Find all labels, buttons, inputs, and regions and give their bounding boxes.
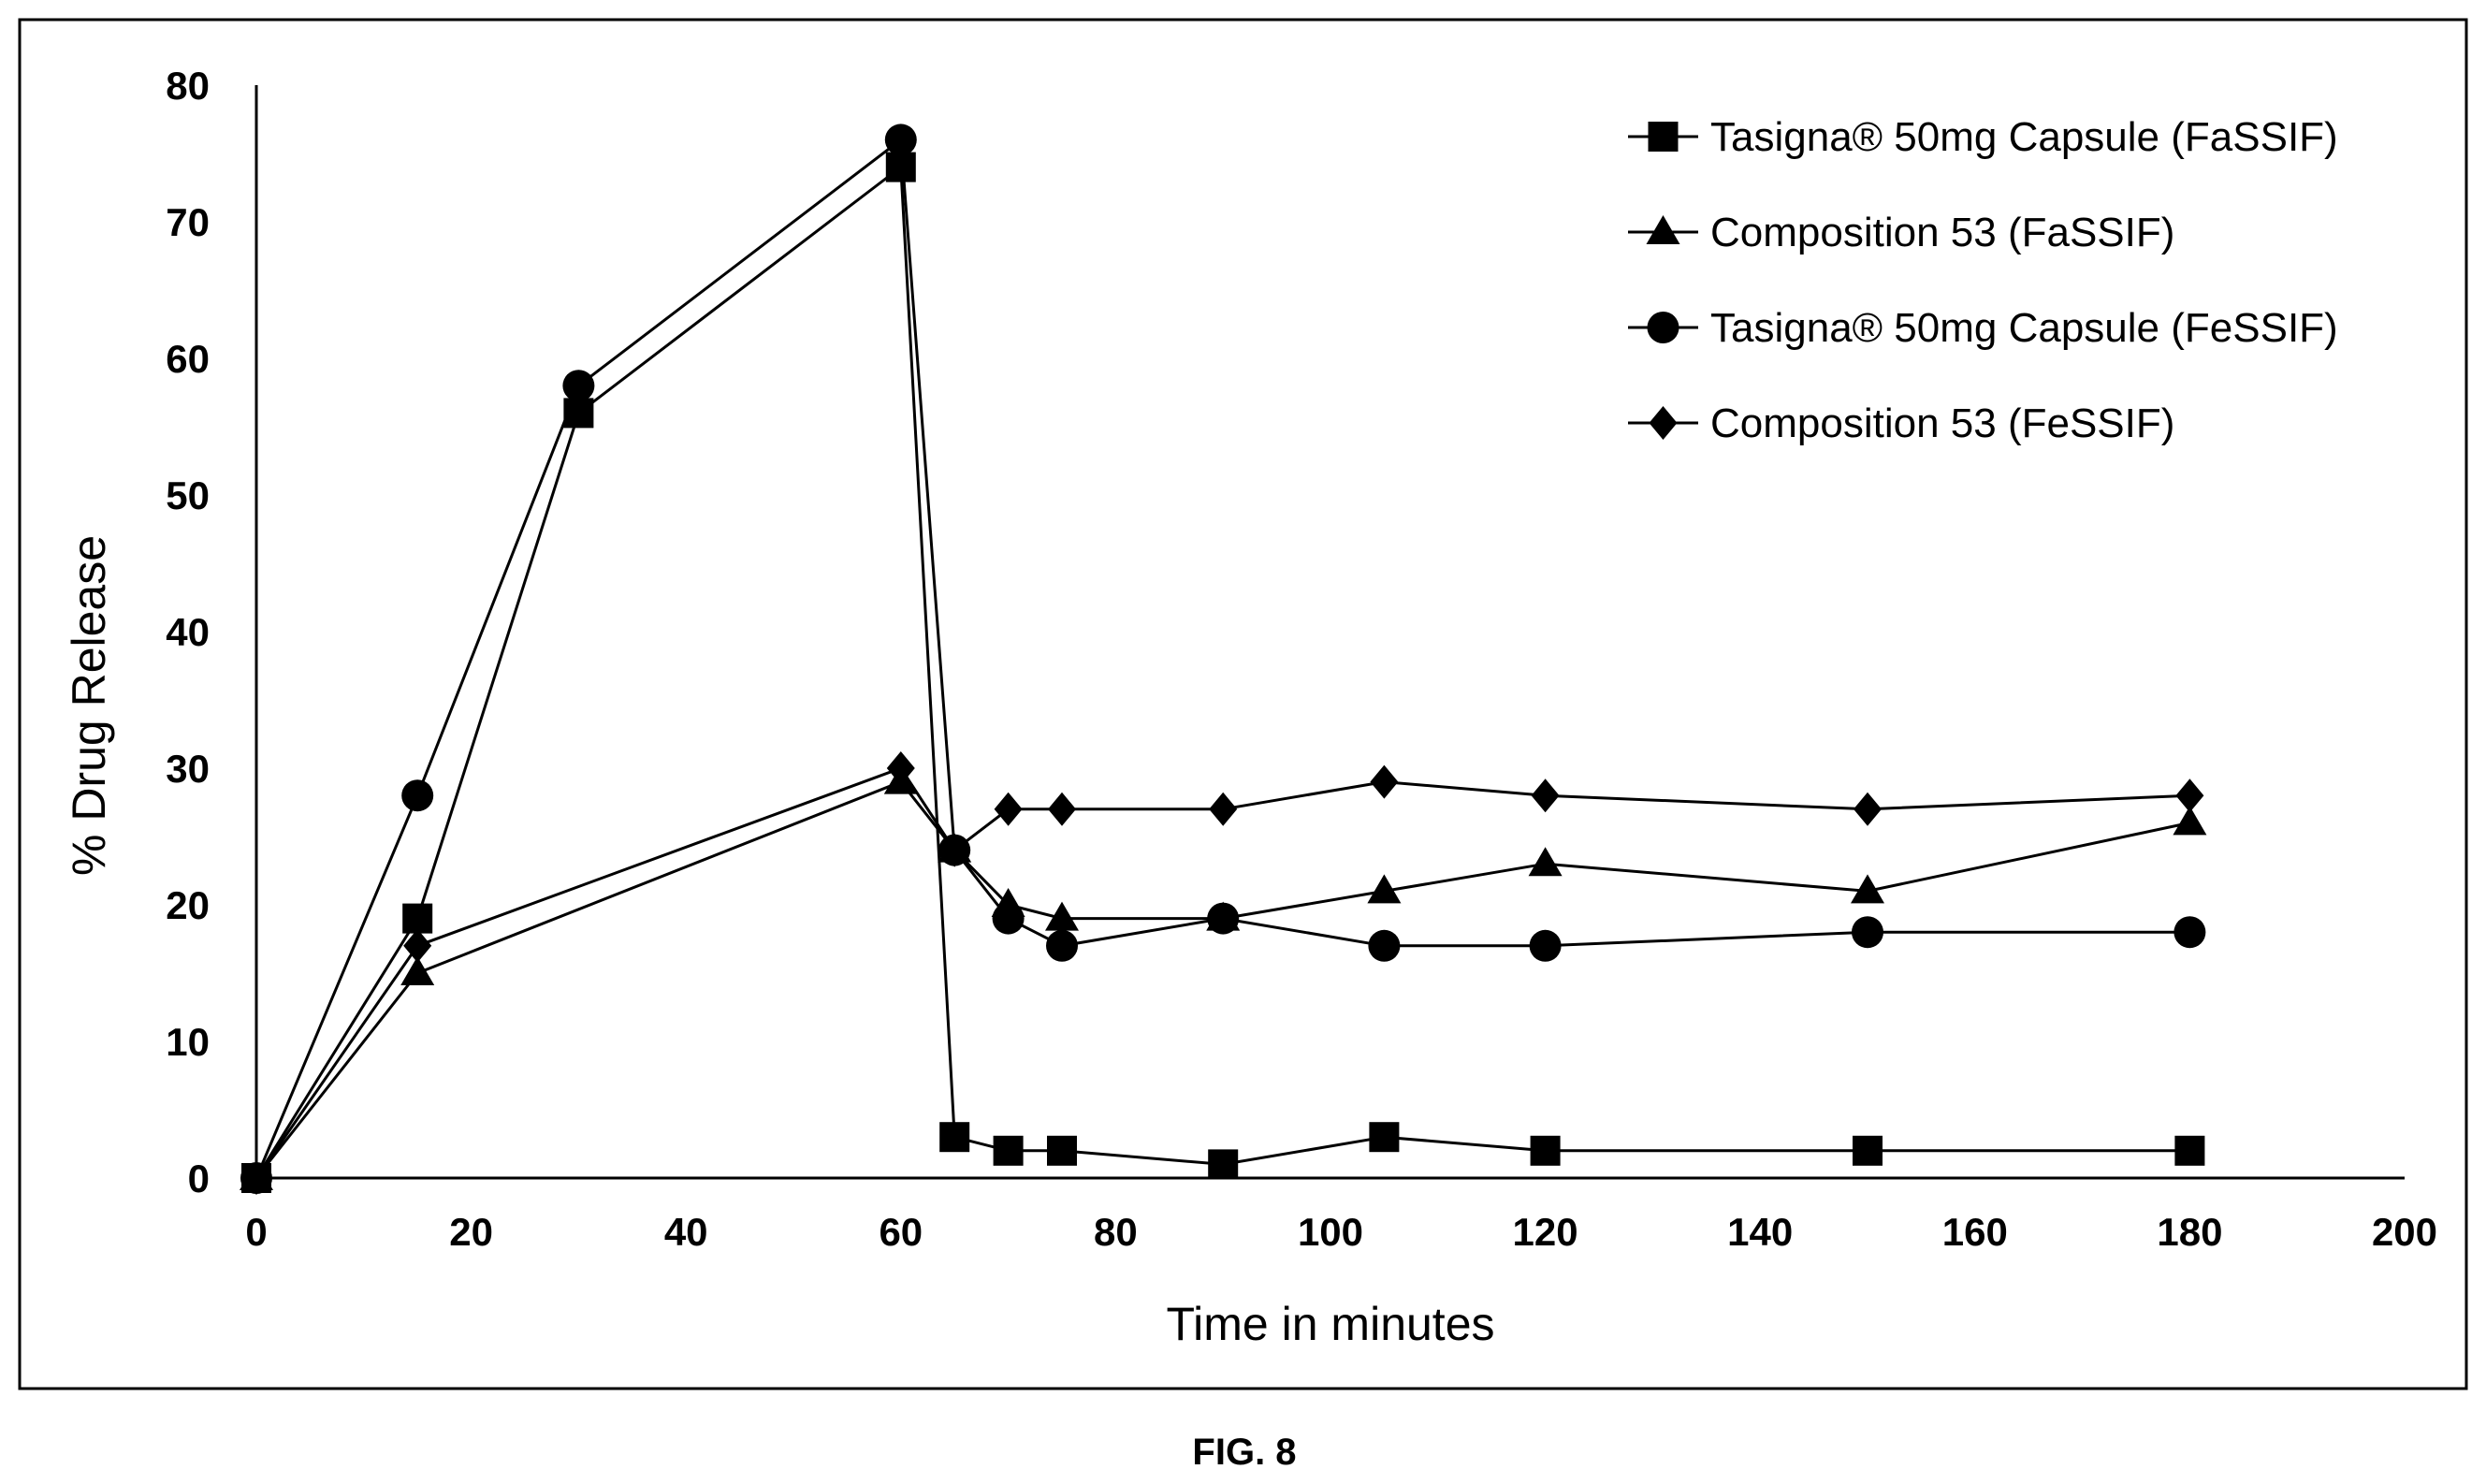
data-point-diamond xyxy=(994,792,1023,826)
data-point-diamond xyxy=(1048,792,1076,826)
series-3 xyxy=(240,124,2206,1194)
x-tick-label: 100 xyxy=(1298,1210,1363,1254)
data-point-diamond xyxy=(1531,778,1560,813)
data-point-circle xyxy=(1529,929,1562,962)
x-tick-label: 20 xyxy=(449,1210,493,1254)
y-tick-label: 30 xyxy=(166,747,210,791)
legend-entry: Composition 53 (FaSSIF) xyxy=(1628,210,2174,255)
y-tick-label: 70 xyxy=(166,200,210,244)
legend-entry: Tasigna® 50mg Capsule (FaSSIF) xyxy=(1628,114,2338,160)
legend: Tasigna® 50mg Capsule (FaSSIF) Compositio… xyxy=(1628,114,2338,446)
data-point-square xyxy=(1208,1149,1239,1180)
x-tick-label: 80 xyxy=(1094,1210,1138,1254)
legend-entry: Composition 53 (FeSSIF) xyxy=(1628,400,2174,446)
series-line xyxy=(254,164,2190,1179)
y-axis-ticks: 0 10 20 30 40 50 60 70 80 xyxy=(166,64,210,1200)
data-point-square xyxy=(1530,1135,1561,1166)
y-tick-label: 60 xyxy=(166,337,210,381)
series-2 xyxy=(240,764,2207,1190)
data-point-square xyxy=(1369,1122,1400,1153)
data-point-circle xyxy=(562,370,595,402)
y-tick-label: 10 xyxy=(166,1020,210,1064)
legend-marker-square xyxy=(1648,122,1679,152)
data-point-circle xyxy=(992,902,1025,935)
y-axis-title: % Drug Release xyxy=(63,535,115,876)
data-point-diamond xyxy=(940,833,969,867)
y-tick-label: 0 xyxy=(188,1157,210,1200)
data-point-square xyxy=(2174,1135,2205,1166)
x-tick-label: 160 xyxy=(1942,1210,2008,1254)
data-point-diamond xyxy=(1209,792,1238,826)
legend-marker-circle xyxy=(1647,312,1679,343)
data-point-square xyxy=(993,1135,1024,1166)
series-1 xyxy=(241,152,2205,1193)
y-tick-label: 40 xyxy=(166,610,210,654)
x-tick-label: 140 xyxy=(1727,1210,1793,1254)
figure-caption: FIG. 8 xyxy=(1192,1432,1296,1473)
x-tick-label: 60 xyxy=(879,1210,923,1254)
data-point-square xyxy=(1853,1135,1883,1166)
legend-label: Composition 53 (FaSSIF) xyxy=(1710,210,2174,255)
legend-label: Tasigna® 50mg Capsule (FaSSIF) xyxy=(1710,114,2338,160)
data-point-diamond xyxy=(1854,792,1882,826)
series-layer xyxy=(240,124,2207,1195)
data-point-triangle xyxy=(2173,806,2207,836)
x-axis-title: Time in minutes xyxy=(1166,1298,1494,1350)
legend-label: Tasigna® 50mg Capsule (FeSSIF) xyxy=(1710,305,2338,351)
legend-marker-triangle xyxy=(1646,215,1680,244)
data-point-square xyxy=(1047,1135,1077,1166)
x-tick-label: 180 xyxy=(2157,1210,2222,1254)
x-tick-label: 120 xyxy=(1513,1210,1578,1254)
data-point-circle xyxy=(1368,929,1401,962)
data-point-diamond xyxy=(886,751,915,785)
legend-marker-diamond xyxy=(1649,406,1678,440)
data-point-circle xyxy=(2173,916,2206,949)
x-axis-ticks: 0 20 40 60 80 100 120 140 160 180 200 xyxy=(245,1210,2437,1254)
y-tick-label: 50 xyxy=(166,473,210,517)
data-point-circle xyxy=(1046,929,1078,962)
x-tick-label: 40 xyxy=(664,1210,708,1254)
x-tick-label: 200 xyxy=(2372,1210,2437,1254)
data-point-square xyxy=(939,1122,970,1153)
data-point-triangle xyxy=(1851,874,1884,904)
data-point-circle xyxy=(884,124,917,156)
data-point-circle xyxy=(401,779,434,812)
plot-area: 0 20 40 60 80 100 120 140 160 180 200 0 10 20 30 40 50 6… xyxy=(166,64,2437,1254)
data-point-square xyxy=(402,903,433,934)
series-4 xyxy=(242,751,2204,1195)
series-line xyxy=(254,137,2190,1179)
data-point-diamond xyxy=(1370,764,1399,799)
legend-entry: Tasigna® 50mg Capsule (FeSSIF) xyxy=(1628,305,2338,351)
y-tick-label: 80 xyxy=(166,64,210,108)
data-point-circle xyxy=(1852,916,1883,949)
data-point-triangle xyxy=(400,956,435,985)
legend-label: Composition 53 (FeSSIF) xyxy=(1710,400,2174,446)
x-tick-label: 0 xyxy=(245,1210,267,1254)
data-point-diamond xyxy=(242,1161,270,1195)
data-point-circle xyxy=(1207,902,1240,935)
data-point-diamond xyxy=(403,928,432,963)
data-point-triangle xyxy=(1528,847,1563,877)
data-point-triangle xyxy=(1045,901,1079,931)
y-tick-label: 20 xyxy=(166,883,210,927)
data-point-triangle xyxy=(1367,874,1402,904)
data-point-diamond xyxy=(2175,778,2204,813)
